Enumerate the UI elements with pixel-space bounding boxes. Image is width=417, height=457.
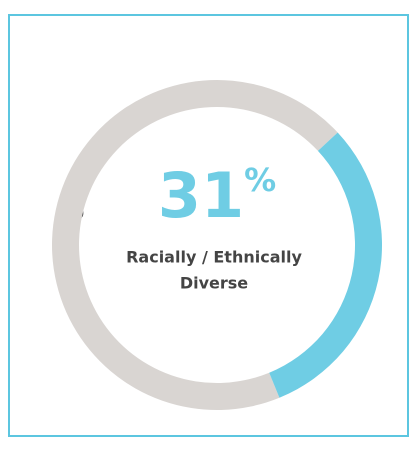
donut-segment (269, 132, 382, 398)
center-label: Racially / Ethnically (126, 248, 302, 267)
center-unit: % (244, 161, 276, 199)
center-value: 31 (158, 159, 244, 232)
center-number: 31% (158, 159, 276, 232)
donut-segment (51, 79, 338, 410)
center-label: Diverse (180, 274, 248, 293)
